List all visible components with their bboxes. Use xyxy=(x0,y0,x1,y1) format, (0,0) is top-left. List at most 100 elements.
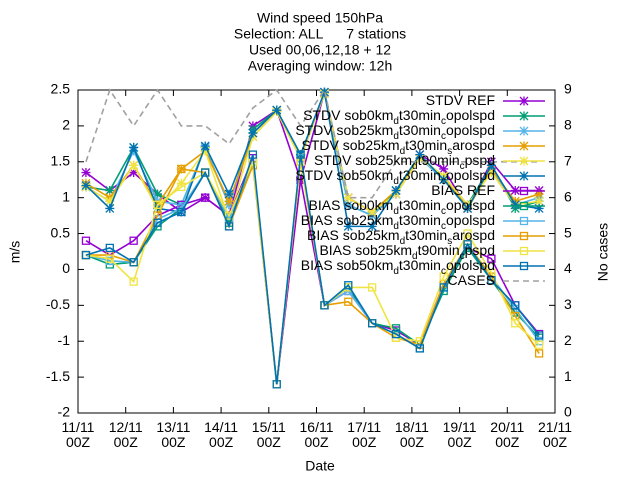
legend-label: STDV REF xyxy=(426,92,495,108)
legend-label: BIAS sob25kmdt30minsarospd xyxy=(307,227,495,247)
point xyxy=(129,142,139,152)
y2-tick-label: 9 xyxy=(564,81,572,97)
x-axis-label: Date xyxy=(305,458,335,474)
y2-tick-label: 2 xyxy=(564,332,572,348)
point xyxy=(153,189,162,199)
point xyxy=(534,331,544,340)
x-tick-label: 17/11 00Z xyxy=(347,419,381,450)
legend-marker xyxy=(519,171,529,181)
y-tick-label: 0.5 xyxy=(51,224,71,240)
point xyxy=(343,221,353,231)
legend-label: STDV sob25kmdt30minsarospd xyxy=(302,137,495,157)
x-tick-label: 18/11 00Z xyxy=(395,419,429,450)
y-axis-label: m/s xyxy=(7,241,23,264)
y-tick-label: -2 xyxy=(58,404,71,420)
legend-label: STDV sob0kmdt30mincopolspd xyxy=(303,107,495,127)
point xyxy=(391,324,401,333)
y2-axis-label: No cases xyxy=(595,223,611,281)
y-tick-label: 1 xyxy=(62,188,70,204)
legend-marker xyxy=(519,261,529,271)
point xyxy=(81,236,91,245)
point xyxy=(248,128,258,138)
point xyxy=(129,168,139,178)
x-tick-label: 20/11 00Z xyxy=(490,419,524,450)
point xyxy=(511,301,520,310)
point xyxy=(129,160,139,170)
point xyxy=(367,283,377,292)
point xyxy=(319,87,329,97)
point xyxy=(200,141,210,151)
point xyxy=(105,185,115,195)
legend-label: CASES xyxy=(448,272,495,288)
point xyxy=(367,319,377,328)
point xyxy=(415,150,425,160)
point xyxy=(367,221,377,231)
legend-marker xyxy=(519,141,529,151)
point xyxy=(486,168,496,178)
x-tick-label: 19/11 00Z xyxy=(443,419,477,450)
point xyxy=(177,164,186,174)
point xyxy=(105,203,115,213)
point xyxy=(534,189,544,199)
legend-marker xyxy=(519,216,529,226)
point xyxy=(511,319,520,328)
point xyxy=(343,200,353,210)
point xyxy=(129,236,138,245)
y2-tick-label: 5 xyxy=(564,224,572,240)
y-tick-label: 1.5 xyxy=(51,152,71,168)
point xyxy=(486,160,496,170)
x-tick-label: 14/11 00Z xyxy=(204,419,238,450)
point xyxy=(367,207,377,217)
y2-tick-label: 1 xyxy=(564,368,572,384)
point xyxy=(105,196,115,206)
legend-label: STDV sob25kmdt30mincopolspd xyxy=(295,122,495,142)
point xyxy=(81,250,91,260)
point xyxy=(177,207,186,217)
point xyxy=(487,276,496,285)
legend-marker xyxy=(519,231,529,241)
y-tick-label: -1.5 xyxy=(46,368,70,384)
point xyxy=(439,175,449,185)
point xyxy=(224,196,234,206)
x-tick-label: 21/11 00Z xyxy=(538,419,572,450)
point xyxy=(391,185,401,195)
point xyxy=(343,193,353,203)
series-line xyxy=(85,87,540,199)
y2-tick-label: 6 xyxy=(564,188,572,204)
legend-marker xyxy=(519,246,529,256)
point xyxy=(129,277,138,286)
point xyxy=(344,297,353,306)
point xyxy=(81,168,91,178)
point xyxy=(534,340,544,349)
point xyxy=(463,240,472,249)
point xyxy=(201,168,210,177)
y-tick-label: 0 xyxy=(62,260,70,276)
y2-tick-label: 0 xyxy=(564,404,572,420)
legend-marker xyxy=(519,126,529,136)
point xyxy=(248,150,258,159)
legend-label: STDV sob50kmdt30mincopolspd xyxy=(295,167,495,187)
point xyxy=(534,349,544,358)
chart-title: Averaging window: 12h xyxy=(248,58,393,74)
point xyxy=(463,229,472,238)
point xyxy=(534,203,544,213)
point xyxy=(177,182,186,192)
legend-label: STDV sob25kmdt90mincpspd xyxy=(314,152,495,172)
legend-marker xyxy=(519,156,529,166)
point xyxy=(510,200,520,210)
legend-label: BIAS REF xyxy=(431,182,495,198)
y2-tick-label: 4 xyxy=(564,260,572,276)
x-tick-label: 13/11 00Z xyxy=(156,419,190,450)
point xyxy=(487,254,496,263)
point xyxy=(320,301,329,310)
point xyxy=(105,243,114,253)
point xyxy=(81,180,91,190)
point xyxy=(439,164,449,174)
legend-marker xyxy=(519,201,529,211)
point xyxy=(534,196,544,206)
legend-label: BIAS sob0kmdt30mincopolspd xyxy=(309,197,495,217)
point xyxy=(415,344,425,353)
point xyxy=(272,380,281,389)
point xyxy=(439,272,448,281)
